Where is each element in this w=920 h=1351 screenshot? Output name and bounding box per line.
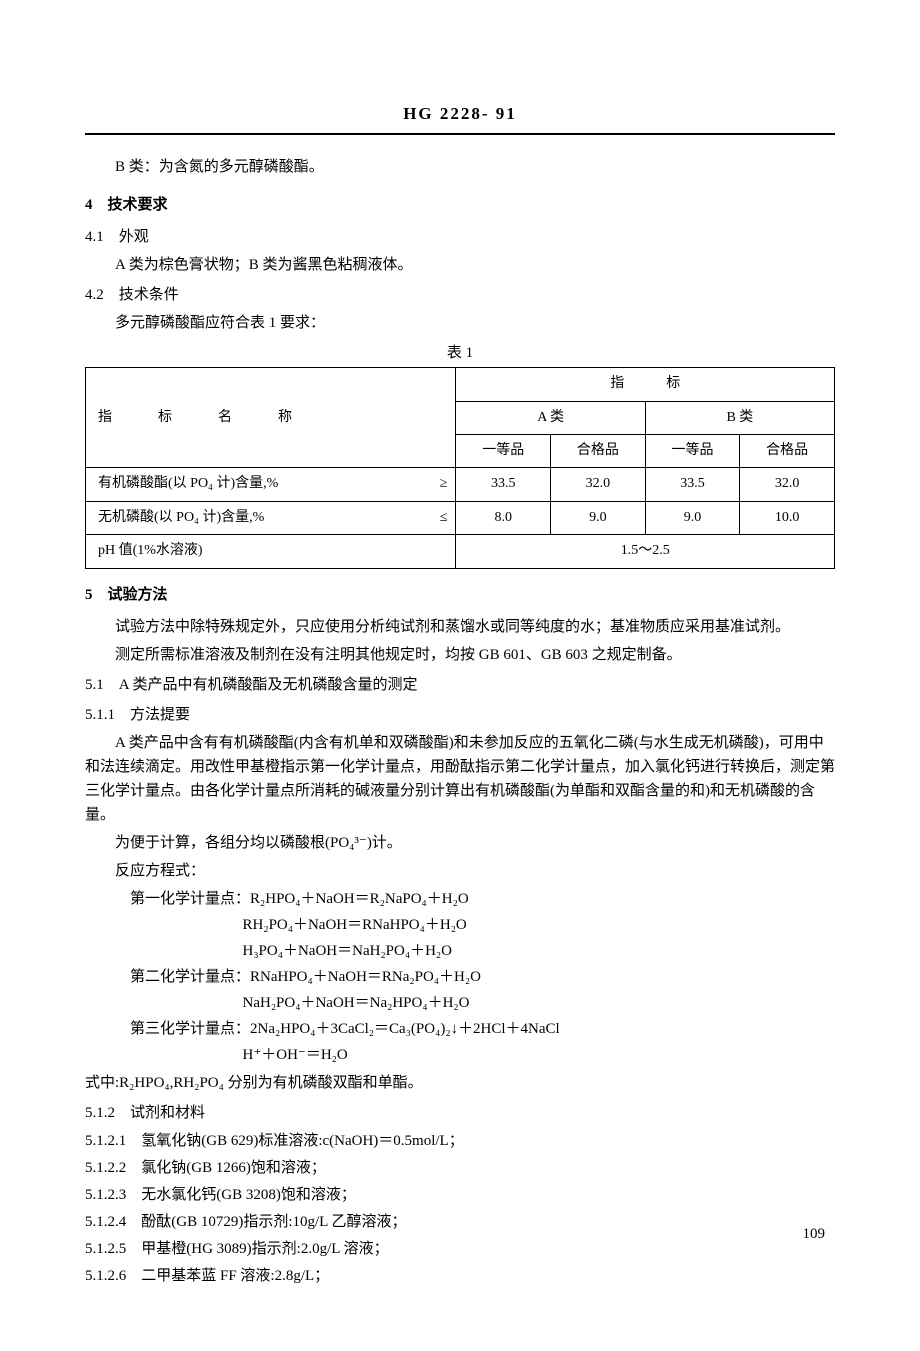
- equation-group-2: 第二化学计量点：RNaHPO₄＋NaOH＝RNa₂PO₄＋H₂O: [85, 965, 835, 989]
- section-5-1-title: 5.1 A 类产品中有机磷酸酯及无机磷酸含量的测定: [85, 673, 835, 697]
- section-5-1-1-p2: 为便于计算，各组分均以磷酸根(PO₄³⁻)计。: [85, 831, 835, 855]
- col-head-b-first: 一等品: [645, 434, 740, 467]
- col-head-name: 指 标 名 称: [86, 368, 456, 468]
- row-name: 有机磷酸酯(以 PO₄ 计)含量,%: [98, 473, 278, 495]
- row-symbol: ≤: [440, 507, 448, 529]
- eq2-1: RNaHPO₄＋NaOH＝RNa₂PO₄＋H₂O: [250, 969, 481, 985]
- reagent-item: 5.1.2.3 无水氯化钙(GB 3208)饱和溶液；: [85, 1183, 835, 1207]
- spec-table: 指 标 名 称 指 标 A 类 B 类 一等品 合格品 一等品 合格品 有机磷酸…: [85, 367, 835, 568]
- table-row-ph: pH 值(1%水溶液) 1.5～2.5: [86, 535, 835, 568]
- eq2-label: 第二化学计量点：: [130, 969, 250, 985]
- row-symbol: ≥: [440, 473, 448, 495]
- intro-paragraph-b: B 类：为含氮的多元醇磷酸酯。: [85, 155, 835, 179]
- section-4-2-text: 多元醇磷酸酯应符合表 1 要求：: [85, 311, 835, 335]
- cell: 9.0: [645, 501, 740, 534]
- table-row: 无机磷酸(以 PO₄ 计)含量,% ≤ 8.0 9.0 9.0 10.0: [86, 501, 835, 534]
- table-row: 有机磷酸酯(以 PO₄ 计)含量,% ≥ 33.5 32.0 33.5 32.0: [86, 468, 835, 501]
- col-head-a-pass: 合格品: [551, 434, 646, 467]
- section-5-1-1-p4: 式中:R₂HPO₄,RH₂PO₄ 分别为有机磷酸双酯和单酯。: [85, 1071, 835, 1095]
- eq3-1: 2Na₂HPO₄＋3CaCl₂＝Ca₃(PO₄)₂↓＋2HCl＋4NaCl: [250, 1021, 560, 1037]
- table-caption: 表 1: [85, 341, 835, 365]
- section-4-1-title: 4.1 外观: [85, 225, 835, 249]
- cell: 10.0: [740, 501, 835, 534]
- cell: 33.5: [456, 468, 551, 501]
- section-4-title: 4 技术要求: [85, 193, 835, 217]
- eq2-2: NaH₂PO₄＋NaOH＝Na₂HPO₄＋H₂O: [85, 991, 835, 1015]
- section-5-p2: 测定所需标准溶液及制剂在没有注明其他规定时，均按 GB 601、GB 603 之…: [85, 643, 835, 667]
- equation-group-3: 第三化学计量点：2Na₂HPO₄＋3CaCl₂＝Ca₃(PO₄)₂↓＋2HCl＋…: [85, 1017, 835, 1041]
- col-head-b: B 类: [645, 401, 834, 434]
- reagent-item: 5.1.2.6 二甲基苯蓝 FF 溶液:2.8g/L；: [85, 1264, 835, 1288]
- ph-row-value: 1.5～2.5: [456, 535, 835, 568]
- cell: 9.0: [551, 501, 646, 534]
- col-head-indicator-text: 指 标: [610, 376, 680, 391]
- section-5-1-1-p3: 反应方程式：: [85, 859, 835, 883]
- col-head-a-first: 一等品: [456, 434, 551, 467]
- section-4-1-text: A 类为棕色膏状物；B 类为酱黑色粘稠液体。: [85, 253, 835, 277]
- equation-group-1: 第一化学计量点：R₂HPO₄＋NaOH＝R₂NaPO₄＋H₂O: [85, 887, 835, 911]
- reagent-item: 5.1.2.1 氢氧化钠(GB 629)标准溶液:c(NaOH)＝0.5mol/…: [85, 1129, 835, 1153]
- col-head-indicator: 指 标: [456, 368, 835, 401]
- eq1-3: H₃PO₄＋NaOH＝NaH₂PO₄＋H₂O: [85, 939, 835, 963]
- section-5-p1: 试验方法中除特殊规定外，只应使用分析纯试剂和蒸馏水或同等纯度的水；基准物质应采用…: [85, 615, 835, 639]
- reagent-item: 5.1.2.2 氯化钠(GB 1266)饱和溶液；: [85, 1156, 835, 1180]
- section-5-1-2-title: 5.1.2 试剂和材料: [85, 1101, 835, 1125]
- col-head-a: A 类: [456, 401, 645, 434]
- document-code-header: HG 2228- 91: [85, 100, 835, 135]
- col-head-name-text: 指 标 名 称: [98, 410, 308, 425]
- col-head-b-pass: 合格品: [740, 434, 835, 467]
- eq3-2: H⁺＋OH⁻＝H₂O: [85, 1043, 835, 1067]
- reagent-item: 5.1.2.5 甲基橙(HG 3089)指示剂:2.0g/L 溶液；: [85, 1237, 835, 1261]
- row-name: 无机磷酸(以 PO₄ 计)含量,%: [98, 507, 264, 529]
- eq3-label: 第三化学计量点：: [130, 1021, 250, 1037]
- page-number: 109: [803, 1222, 826, 1246]
- eq1-2: RH₂PO₄＋NaOH＝RNaHPO₄＋H₂O: [85, 913, 835, 937]
- section-5-1-1-p1: A 类产品中含有有机磷酸酯(内含有机单和双磷酸酯)和未参加反应的五氧化二磷(与水…: [85, 731, 835, 827]
- cell: 33.5: [645, 468, 740, 501]
- eq1-1: R₂HPO₄＋NaOH＝R₂NaPO₄＋H₂O: [250, 891, 469, 907]
- reagent-item: 5.1.2.4 酚酞(GB 10729)指示剂:10g/L 乙醇溶液；: [85, 1210, 835, 1234]
- section-5-1-1-title: 5.1.1 方法提要: [85, 703, 835, 727]
- eq1-label: 第一化学计量点：: [130, 891, 250, 907]
- cell: 32.0: [740, 468, 835, 501]
- ph-row-name: pH 值(1%水溶液): [86, 535, 456, 568]
- section-5-title: 5 试验方法: [85, 583, 835, 607]
- cell: 8.0: [456, 501, 551, 534]
- cell: 32.0: [551, 468, 646, 501]
- section-4-2-title: 4.2 技术条件: [85, 283, 835, 307]
